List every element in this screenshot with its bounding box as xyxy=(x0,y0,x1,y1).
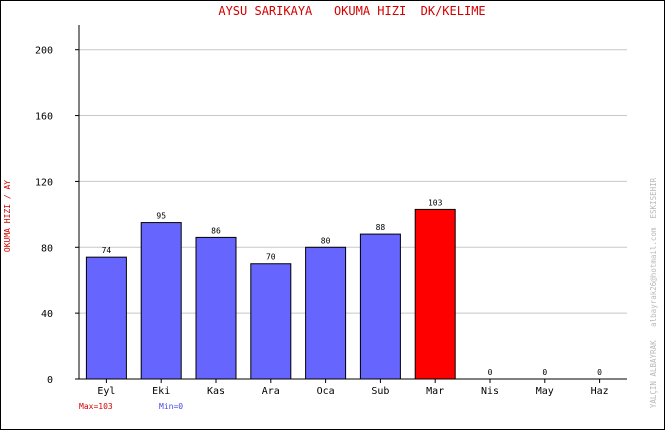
credit-text: YALÇIN ALBAYRAK albayrak26@hotmail.com E… xyxy=(649,177,658,408)
x-tick-label: Eki xyxy=(152,386,170,397)
chart-title: AYSU SARIKAYA OKUMA HIZI DK/KELIME xyxy=(218,4,485,18)
bar-value-label: 80 xyxy=(321,236,331,245)
bar-value-label: 0 xyxy=(597,368,602,377)
max-label: Max=103 xyxy=(79,402,113,411)
min-label: Min=0 xyxy=(159,402,183,411)
bar-value-label: 88 xyxy=(376,223,386,232)
bar-value-label: 70 xyxy=(266,253,276,262)
bar xyxy=(85,256,127,380)
x-tick-label: Haz xyxy=(591,386,609,397)
y-tick-label: 160 xyxy=(35,112,53,123)
bar xyxy=(414,208,456,380)
y-tick-label: 80 xyxy=(41,243,53,254)
bar-value-label: 0 xyxy=(488,368,493,377)
tick-labels: 0 40 80 120 160 200 74 Eyl 95 Eki 86 Kas 70 Ara 80 Oca 8… xyxy=(35,46,609,397)
axes xyxy=(75,25,627,383)
y-tick-label: 120 xyxy=(35,177,53,188)
bar xyxy=(195,236,237,380)
y-axis-label: OKUMA HIZI / AY xyxy=(3,180,12,252)
bars xyxy=(85,208,456,380)
y-tick-label: 40 xyxy=(41,309,53,320)
x-tick-label: Mar xyxy=(426,386,444,397)
x-tick-label: Sub xyxy=(371,386,389,397)
x-tick-label: Oca xyxy=(317,386,335,397)
y-tick-label: 0 xyxy=(47,375,53,386)
bar xyxy=(140,222,182,380)
bar xyxy=(250,263,292,380)
x-tick-label: Kas xyxy=(207,386,225,397)
bar-value-label: 103 xyxy=(428,198,443,207)
x-tick-label: Ara xyxy=(262,386,280,397)
x-tick-label: May xyxy=(536,386,554,397)
y-tick-label: 200 xyxy=(35,46,53,57)
bar-value-label: 74 xyxy=(102,246,112,255)
bar-value-label: 86 xyxy=(211,226,221,235)
x-tick-label: Nis xyxy=(481,386,499,397)
bar-value-label: 0 xyxy=(542,368,547,377)
bar xyxy=(305,246,347,380)
bar xyxy=(359,233,401,380)
x-tick-label: Eyl xyxy=(97,386,115,397)
bar-value-label: 95 xyxy=(156,212,166,221)
